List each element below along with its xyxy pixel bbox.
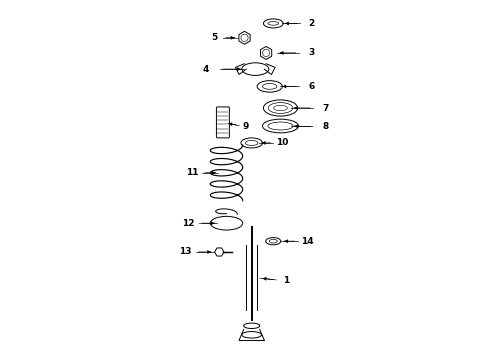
Text: 1: 1 xyxy=(282,276,288,285)
Text: 8: 8 xyxy=(322,122,328,131)
Text: 9: 9 xyxy=(242,122,248,131)
Text: 13: 13 xyxy=(179,248,191,256)
Text: 5: 5 xyxy=(211,33,217,42)
Text: 12: 12 xyxy=(182,219,195,228)
Text: 14: 14 xyxy=(301,237,313,246)
Text: 6: 6 xyxy=(307,82,314,91)
Text: 4: 4 xyxy=(203,65,209,74)
Text: 3: 3 xyxy=(308,49,314,58)
Text: 2: 2 xyxy=(307,19,314,28)
Text: 11: 11 xyxy=(186,168,198,177)
Text: 7: 7 xyxy=(322,104,328,113)
Text: 10: 10 xyxy=(275,139,287,148)
